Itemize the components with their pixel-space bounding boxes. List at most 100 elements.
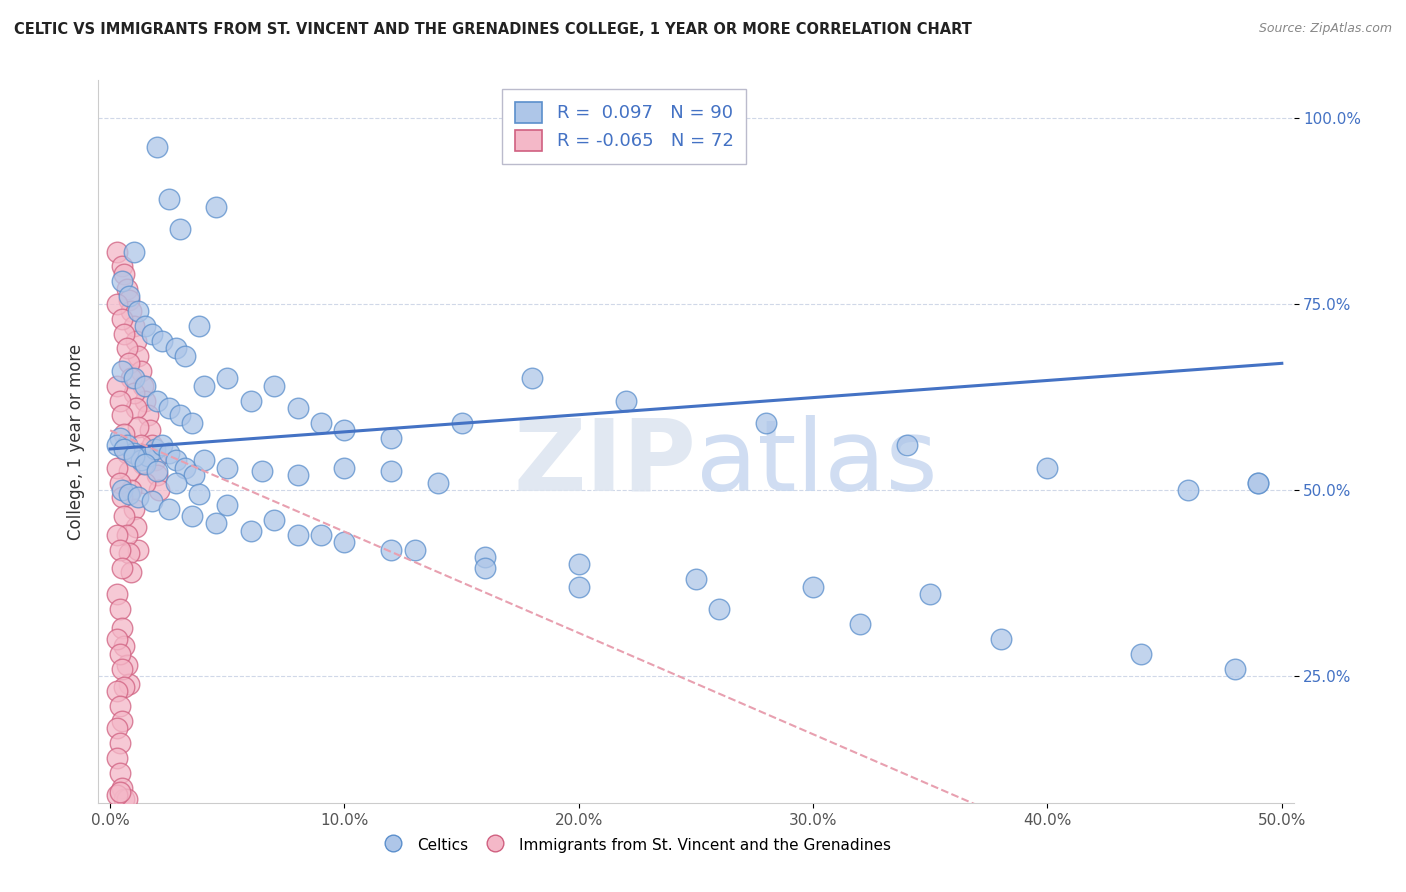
Point bbox=[111, 491, 134, 505]
Point bbox=[193, 453, 215, 467]
Point bbox=[118, 546, 141, 560]
Point bbox=[125, 334, 148, 348]
Point bbox=[614, 393, 637, 408]
Point bbox=[105, 721, 128, 735]
Point bbox=[134, 378, 156, 392]
Point bbox=[165, 453, 187, 467]
Point bbox=[105, 527, 128, 541]
Point bbox=[127, 491, 149, 505]
Point bbox=[112, 792, 135, 806]
Point bbox=[157, 446, 180, 460]
Point bbox=[108, 784, 131, 798]
Point bbox=[111, 662, 134, 676]
Point bbox=[112, 267, 135, 281]
Point bbox=[990, 632, 1012, 646]
Point bbox=[105, 297, 128, 311]
Point bbox=[143, 453, 166, 467]
Point bbox=[111, 714, 134, 728]
Point bbox=[108, 475, 131, 490]
Point bbox=[143, 442, 166, 456]
Point bbox=[309, 527, 332, 541]
Point bbox=[115, 527, 138, 541]
Point bbox=[157, 193, 180, 207]
Point bbox=[112, 427, 135, 442]
Point bbox=[1247, 475, 1270, 490]
Point bbox=[112, 442, 135, 456]
Point bbox=[108, 766, 131, 780]
Point bbox=[150, 334, 173, 348]
Point bbox=[148, 483, 170, 497]
Point bbox=[120, 483, 142, 497]
Point bbox=[146, 393, 169, 408]
Point bbox=[165, 342, 187, 356]
Point bbox=[157, 501, 180, 516]
Point bbox=[181, 509, 204, 524]
Point bbox=[146, 468, 169, 483]
Point bbox=[380, 542, 402, 557]
Point bbox=[755, 416, 778, 430]
Point bbox=[165, 475, 187, 490]
Point bbox=[520, 371, 543, 385]
Point bbox=[157, 401, 180, 415]
Point bbox=[118, 293, 141, 307]
Point bbox=[120, 565, 142, 579]
Point bbox=[204, 516, 226, 531]
Point bbox=[115, 792, 138, 806]
Point bbox=[115, 438, 138, 452]
Point bbox=[568, 580, 591, 594]
Point bbox=[129, 438, 152, 452]
Point bbox=[125, 401, 148, 415]
Point bbox=[920, 587, 942, 601]
Point bbox=[146, 464, 169, 478]
Point bbox=[108, 542, 131, 557]
Point bbox=[287, 401, 309, 415]
Point bbox=[141, 438, 163, 452]
Point bbox=[120, 304, 142, 318]
Point bbox=[685, 572, 707, 586]
Point bbox=[118, 464, 141, 478]
Point bbox=[129, 364, 152, 378]
Point bbox=[136, 450, 159, 464]
Point bbox=[380, 464, 402, 478]
Legend: Celtics, Immigrants from St. Vincent and the Grenadines: Celtics, Immigrants from St. Vincent and… bbox=[375, 830, 897, 860]
Point bbox=[263, 513, 285, 527]
Point bbox=[333, 535, 356, 549]
Point bbox=[115, 446, 138, 460]
Point bbox=[239, 524, 262, 538]
Point bbox=[134, 457, 156, 471]
Point bbox=[105, 244, 128, 259]
Point bbox=[132, 457, 155, 471]
Point bbox=[108, 647, 131, 661]
Point bbox=[111, 561, 134, 575]
Point bbox=[105, 632, 128, 646]
Point bbox=[474, 561, 496, 575]
Point bbox=[1223, 662, 1246, 676]
Point bbox=[127, 349, 149, 363]
Point bbox=[333, 460, 356, 475]
Point bbox=[112, 681, 135, 695]
Point bbox=[849, 617, 872, 632]
Y-axis label: College, 1 year or more: College, 1 year or more bbox=[66, 343, 84, 540]
Point bbox=[204, 200, 226, 214]
Point bbox=[141, 326, 163, 341]
Point bbox=[112, 326, 135, 341]
Text: CELTIC VS IMMIGRANTS FROM ST. VINCENT AND THE GRENADINES COLLEGE, 1 YEAR OR MORE: CELTIC VS IMMIGRANTS FROM ST. VINCENT AN… bbox=[14, 22, 972, 37]
Point bbox=[1247, 475, 1270, 490]
Point bbox=[132, 378, 155, 392]
Point bbox=[174, 460, 197, 475]
Point bbox=[380, 431, 402, 445]
Point bbox=[105, 587, 128, 601]
Point bbox=[1130, 647, 1153, 661]
Point bbox=[427, 475, 450, 490]
Point bbox=[111, 780, 134, 795]
Point bbox=[134, 475, 156, 490]
Point bbox=[122, 319, 145, 334]
Point bbox=[122, 501, 145, 516]
Point bbox=[115, 342, 138, 356]
Point bbox=[239, 393, 262, 408]
Point bbox=[118, 486, 141, 500]
Point bbox=[896, 438, 918, 452]
Point bbox=[139, 423, 162, 437]
Point bbox=[111, 483, 134, 497]
Point bbox=[108, 431, 131, 445]
